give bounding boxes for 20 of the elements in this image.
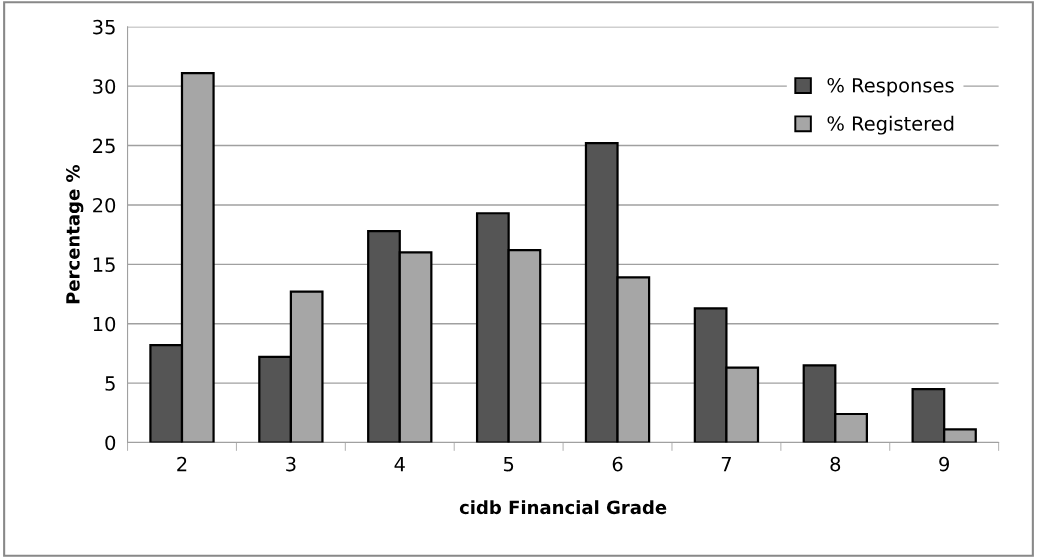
- y-tick-label: 35: [93, 19, 115, 35]
- x-tick-label: 7: [721, 456, 731, 472]
- x-tick-label: 3: [286, 456, 296, 472]
- y-axis-title: Percentage %: [66, 164, 84, 304]
- y-tick-label: 5: [105, 376, 115, 391]
- x-tick-label: 8: [830, 456, 841, 472]
- x-tick-label: 4: [394, 456, 405, 472]
- x-tick-label: 6: [612, 456, 623, 472]
- x-axis-title: cidb Financial Grade: [459, 500, 667, 515]
- y-tick-label: 15: [93, 257, 115, 272]
- legend-label: % Registered: [827, 115, 954, 135]
- y-tick-label: 25: [93, 138, 115, 154]
- x-tick-label: 2: [177, 456, 187, 472]
- y-tick-label: 20: [93, 197, 116, 213]
- legend-label: % Responses: [827, 77, 954, 97]
- y-tick-label: 10: [93, 316, 116, 332]
- y-tick-label: 30: [93, 79, 116, 94]
- x-tick-label: 5: [503, 456, 514, 472]
- y-tick-label: 0: [105, 435, 116, 451]
- x-tick-label: 9: [939, 456, 950, 472]
